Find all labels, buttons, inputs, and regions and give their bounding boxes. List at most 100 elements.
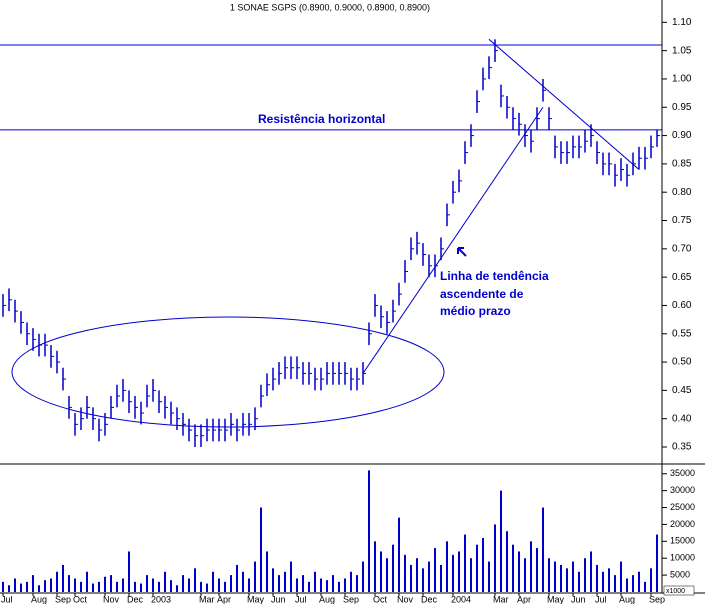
volume-bar xyxy=(578,571,580,592)
volume-bar xyxy=(524,558,526,592)
unit-box xyxy=(663,585,695,596)
volume-bar xyxy=(44,580,46,592)
annotation: ascendente de xyxy=(440,287,524,301)
y-tick-label: 1.00 xyxy=(672,74,692,85)
x-tick-label: Jul xyxy=(295,594,307,604)
volume-bar xyxy=(500,490,502,592)
y-tick-label: 0.80 xyxy=(672,187,692,198)
y-tick-label: 0.65 xyxy=(672,272,692,283)
volume-bar xyxy=(32,575,34,592)
volume-tick-label: 30000 xyxy=(670,485,695,495)
volume-bar xyxy=(140,583,142,592)
volume-bar xyxy=(386,558,388,592)
x-tick-label: Nov xyxy=(397,594,414,604)
volume-bar xyxy=(218,578,220,592)
volume-bar xyxy=(416,558,418,592)
volume-bar xyxy=(290,561,292,592)
volume-bar xyxy=(152,578,154,592)
volume-bar xyxy=(644,581,646,592)
y-tick-label: 0.40 xyxy=(672,413,692,424)
y-tick-label: 1.10 xyxy=(672,17,692,28)
volume-bar xyxy=(308,581,310,592)
volume-bar xyxy=(122,578,124,592)
volume-tick-label: 25000 xyxy=(670,502,695,512)
volume-bar xyxy=(542,507,544,592)
volume-bar xyxy=(20,583,22,592)
y-tick-label: 0.70 xyxy=(672,243,692,254)
volume-bar xyxy=(188,578,190,592)
volume-bar xyxy=(482,537,484,592)
volume-bar xyxy=(206,583,208,592)
x-tick-label: May xyxy=(247,594,265,604)
volume-bar xyxy=(632,575,634,592)
volume-bar xyxy=(320,578,322,592)
volume-bar xyxy=(560,564,562,592)
volume-bar xyxy=(56,571,58,592)
trend-line xyxy=(488,38,640,170)
y-tick-label: 0.75 xyxy=(672,215,692,226)
volume-bar xyxy=(380,551,382,592)
volume-bar xyxy=(356,575,358,592)
volume-bar xyxy=(422,568,424,592)
volume-bar xyxy=(284,571,286,592)
volume-bar xyxy=(512,544,514,592)
volume-bar xyxy=(194,568,196,592)
volume-bar xyxy=(170,580,172,592)
y-tick-label: 0.45 xyxy=(672,385,692,396)
volume-bar xyxy=(392,544,394,592)
volume-tick-label: 15000 xyxy=(670,536,695,546)
annotation: Linha de tendência xyxy=(440,269,549,283)
volume-bar xyxy=(104,576,106,592)
volume-bar xyxy=(590,551,592,592)
volume-bar xyxy=(566,568,568,592)
volume-bar xyxy=(266,551,268,592)
volume-bar xyxy=(530,541,532,592)
x-tick-label: Apr xyxy=(517,594,531,604)
volume-bar xyxy=(398,517,400,592)
volume-bar xyxy=(464,534,466,592)
y-tick-label: 0.55 xyxy=(672,328,692,339)
volume-bar xyxy=(182,575,184,592)
volume-bar xyxy=(608,568,610,592)
y-tick-label: 0.90 xyxy=(672,130,692,141)
volume-bar xyxy=(536,548,538,592)
volume-bar xyxy=(404,554,406,592)
volume-tick-label: 35000 xyxy=(670,468,695,478)
volume-bar xyxy=(176,585,178,592)
volume-bar xyxy=(458,551,460,592)
volume-bar xyxy=(410,564,412,592)
volume-bar xyxy=(428,561,430,592)
x-tick-label: Jul xyxy=(595,594,607,604)
volume-tick-label: 10000 xyxy=(670,553,695,563)
x-tick-label: Mar xyxy=(493,594,509,604)
volume-bar xyxy=(146,575,148,592)
volume-bar xyxy=(368,470,370,592)
x-tick-label: Oct xyxy=(73,594,88,604)
volume-bar xyxy=(302,575,304,592)
volume-bar xyxy=(584,558,586,592)
volume-bar xyxy=(650,568,652,592)
volume-bar xyxy=(488,561,490,592)
volume-bar xyxy=(620,561,622,592)
x-tick-label: Jun xyxy=(571,594,586,604)
volume-bar xyxy=(98,581,100,592)
x-tick-label: Apr xyxy=(217,594,231,604)
x-tick-label: Sep xyxy=(343,594,359,604)
volume-bar xyxy=(212,571,214,592)
volume-bar xyxy=(254,561,256,592)
volume-bar xyxy=(326,580,328,592)
volume-bar xyxy=(548,558,550,592)
volume-tick-label: 5000 xyxy=(670,569,690,579)
volume-bar xyxy=(92,583,94,592)
volume-bar xyxy=(8,585,10,592)
x-tick-label: Aug xyxy=(31,594,47,604)
volume-bar xyxy=(314,571,316,592)
volume-bar xyxy=(242,571,244,592)
volume-bar xyxy=(446,541,448,592)
volume-bar xyxy=(14,578,16,592)
volume-bar xyxy=(638,571,640,592)
volume-bar xyxy=(494,524,496,592)
y-tick-label: 1.05 xyxy=(672,45,692,56)
x-tick-label: Dec xyxy=(127,594,144,604)
